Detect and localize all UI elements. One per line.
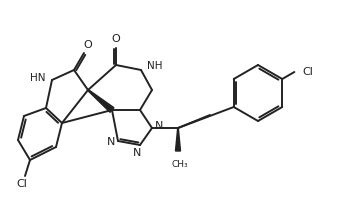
- Text: NH: NH: [147, 61, 163, 71]
- Text: N: N: [133, 148, 141, 158]
- Text: O: O: [112, 34, 120, 44]
- Polygon shape: [88, 90, 114, 112]
- Text: N: N: [155, 121, 163, 131]
- Text: HN: HN: [30, 73, 46, 83]
- Text: CH₃: CH₃: [172, 160, 188, 169]
- Text: O: O: [84, 40, 92, 50]
- Text: Cl: Cl: [302, 67, 313, 77]
- Polygon shape: [175, 128, 181, 151]
- Text: N: N: [107, 137, 115, 147]
- Text: Cl: Cl: [17, 179, 27, 189]
